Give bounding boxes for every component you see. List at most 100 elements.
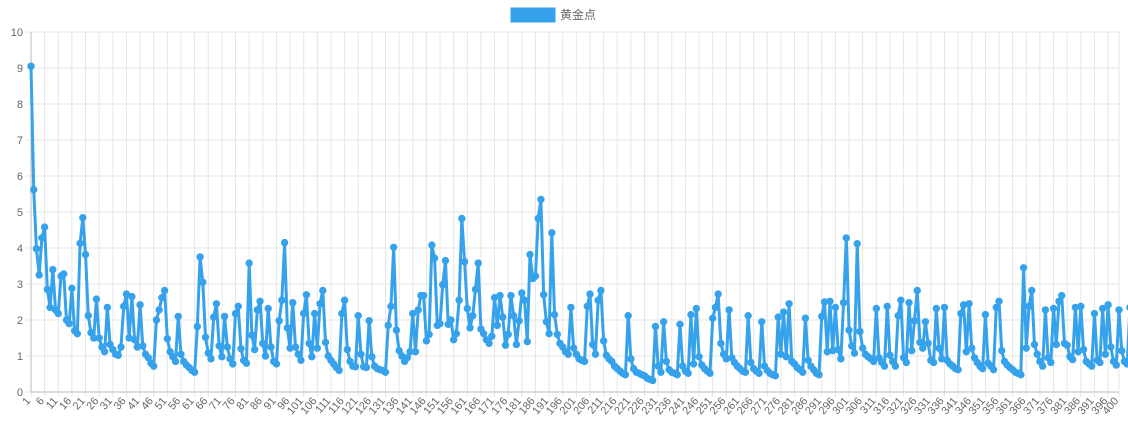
data-point[interactable] bbox=[1019, 264, 1028, 272]
data-point[interactable] bbox=[245, 259, 253, 267]
data-point[interactable] bbox=[954, 365, 962, 374]
data-point[interactable] bbox=[501, 341, 510, 349]
data-point[interactable] bbox=[1098, 304, 1107, 313]
data-point[interactable] bbox=[204, 349, 212, 357]
data-point[interactable] bbox=[880, 362, 889, 370]
data-point[interactable] bbox=[869, 357, 878, 366]
data-point[interactable] bbox=[684, 369, 692, 377]
data-point[interactable] bbox=[340, 296, 349, 304]
data-point[interactable] bbox=[128, 292, 136, 301]
data-point[interactable] bbox=[897, 296, 905, 304]
data-point[interactable] bbox=[1123, 360, 1128, 368]
data-point[interactable] bbox=[1028, 286, 1036, 295]
data-point[interactable] bbox=[916, 338, 924, 347]
data-point[interactable] bbox=[68, 284, 76, 293]
data-point[interactable] bbox=[439, 281, 447, 289]
data-point[interactable] bbox=[60, 270, 68, 278]
data-point[interactable] bbox=[929, 358, 938, 367]
data-point[interactable] bbox=[65, 319, 73, 328]
data-point[interactable] bbox=[848, 342, 856, 350]
data-point[interactable] bbox=[771, 372, 780, 380]
data-point[interactable] bbox=[95, 334, 103, 342]
data-point[interactable] bbox=[150, 362, 158, 370]
data-point[interactable] bbox=[114, 351, 122, 359]
data-point[interactable] bbox=[283, 324, 292, 332]
data-point[interactable] bbox=[297, 356, 305, 365]
data-point[interactable] bbox=[624, 311, 632, 320]
data-point[interactable] bbox=[520, 296, 529, 304]
data-point[interactable] bbox=[212, 300, 221, 308]
data-point[interactable] bbox=[299, 309, 308, 318]
data-point[interactable] bbox=[313, 344, 322, 352]
data-point[interactable] bbox=[76, 239, 84, 248]
data-point[interactable] bbox=[471, 285, 480, 294]
data-point[interactable] bbox=[338, 309, 346, 318]
data-point[interactable] bbox=[804, 356, 812, 365]
data-point[interactable] bbox=[657, 368, 665, 376]
data-point[interactable] bbox=[32, 245, 41, 253]
data-point[interactable] bbox=[831, 303, 840, 312]
data-point[interactable] bbox=[662, 357, 671, 366]
data-point[interactable] bbox=[81, 250, 90, 259]
data-point[interactable] bbox=[886, 351, 894, 359]
data-point[interactable] bbox=[1115, 306, 1123, 314]
data-point[interactable] bbox=[711, 303, 720, 312]
data-point[interactable] bbox=[599, 337, 608, 345]
data-point[interactable] bbox=[354, 311, 362, 320]
data-point[interactable] bbox=[818, 312, 826, 321]
data-point[interactable] bbox=[163, 335, 172, 343]
data-point[interactable] bbox=[139, 342, 147, 350]
data-point[interactable] bbox=[932, 304, 941, 313]
data-point[interactable] bbox=[343, 345, 352, 354]
data-point[interactable] bbox=[223, 343, 232, 351]
data-point[interactable] bbox=[725, 306, 733, 314]
data-point[interactable] bbox=[992, 303, 1000, 312]
data-point[interactable] bbox=[910, 317, 919, 325]
data-point[interactable] bbox=[310, 309, 319, 318]
data-point[interactable] bbox=[1047, 358, 1055, 367]
data-point[interactable] bbox=[883, 302, 891, 311]
data-point[interactable] bbox=[422, 337, 431, 345]
data-point[interactable] bbox=[785, 300, 793, 308]
data-point[interactable] bbox=[962, 347, 970, 356]
data-point[interactable] bbox=[834, 345, 842, 354]
data-point[interactable] bbox=[215, 342, 223, 350]
data-point[interactable] bbox=[425, 330, 433, 339]
data-point[interactable] bbox=[774, 313, 782, 321]
data-point[interactable] bbox=[839, 299, 848, 307]
data-point[interactable] bbox=[509, 311, 518, 320]
data-point[interactable] bbox=[515, 317, 523, 325]
data-point[interactable] bbox=[248, 331, 256, 339]
data-point[interactable] bbox=[755, 369, 763, 377]
data-point[interactable] bbox=[190, 368, 199, 376]
data-point[interactable] bbox=[321, 338, 330, 347]
data-point[interactable] bbox=[362, 363, 371, 372]
data-point[interactable] bbox=[689, 360, 698, 368]
data-point[interactable] bbox=[815, 371, 823, 379]
data-point[interactable] bbox=[130, 336, 139, 344]
data-point[interactable] bbox=[267, 343, 275, 351]
data-point[interactable] bbox=[38, 234, 46, 242]
data-point[interactable] bbox=[1063, 341, 1071, 349]
data-point[interactable] bbox=[782, 353, 791, 361]
data-point[interactable] bbox=[196, 253, 204, 261]
data-point[interactable] bbox=[305, 339, 313, 348]
data-point[interactable] bbox=[968, 344, 976, 352]
data-point[interactable] bbox=[92, 295, 101, 303]
data-point[interactable] bbox=[120, 302, 128, 311]
data-point[interactable] bbox=[1058, 291, 1066, 300]
data-point[interactable] bbox=[744, 311, 752, 320]
data-point[interactable] bbox=[278, 296, 286, 304]
data-point[interactable] bbox=[409, 309, 417, 318]
data-point[interactable] bbox=[621, 371, 630, 379]
data-point[interactable] bbox=[199, 278, 207, 286]
data-point[interactable] bbox=[580, 357, 589, 366]
data-point[interactable] bbox=[100, 347, 109, 356]
data-point[interactable] bbox=[428, 241, 436, 249]
data-point[interactable] bbox=[717, 339, 725, 348]
data-point[interactable] bbox=[35, 271, 43, 279]
data-point[interactable] bbox=[567, 303, 575, 312]
data-point[interactable] bbox=[589, 340, 597, 349]
data-point[interactable] bbox=[368, 353, 376, 361]
data-point[interactable] bbox=[261, 352, 270, 360]
